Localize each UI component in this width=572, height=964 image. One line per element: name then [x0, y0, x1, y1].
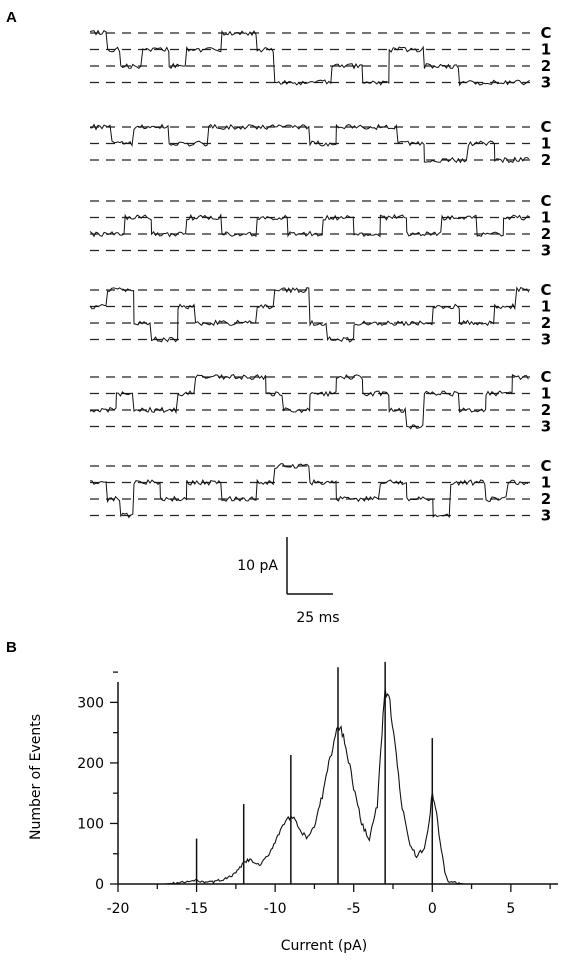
level-label-3: 3	[541, 507, 551, 525]
panel-label-a: A	[6, 9, 17, 26]
level-label-1: 1	[541, 41, 551, 59]
trace-line	[89, 29, 530, 87]
x-axis-label: Current (pA)	[281, 938, 367, 954]
scale-bar: 10 pA 25 ms	[237, 537, 340, 626]
panel-b-histogram: 0 100 200 300 -20 -15 -10 -5 0 5	[77, 661, 558, 917]
level-label-1: 1	[541, 474, 551, 492]
x-tick-label: 0	[428, 901, 437, 917]
level-label-c: C	[540, 368, 551, 386]
level-label-2: 2	[541, 314, 551, 332]
y-axis-label: Number of Events	[28, 714, 44, 840]
y-tick-label: 200	[77, 756, 104, 772]
trace-line	[89, 123, 530, 164]
level-label-2: 2	[541, 401, 551, 419]
level-label-1: 1	[541, 298, 551, 316]
y-tick-label: 100	[77, 816, 104, 832]
level-label-2: 2	[541, 490, 551, 508]
trace-line	[89, 286, 530, 343]
scale-label-current: 10 pA	[237, 558, 278, 574]
level-label-1: 1	[541, 209, 551, 227]
level-label-c: C	[540, 192, 551, 210]
level-label-c: C	[540, 24, 551, 42]
trace-line	[89, 213, 530, 238]
level-label-2: 2	[541, 57, 551, 75]
y-tick-label: 0	[95, 877, 104, 893]
level-label-2: 2	[541, 225, 551, 243]
level-label-3: 3	[541, 242, 551, 260]
level-label-c: C	[540, 118, 551, 136]
level-label-2: 2	[541, 151, 551, 169]
level-label-3: 3	[541, 418, 551, 436]
x-tick-label: -15	[185, 901, 208, 917]
level-label-3: 3	[541, 74, 551, 92]
x-tick-label: 5	[506, 901, 515, 917]
trace-line	[89, 463, 529, 519]
level-label-1: 1	[541, 385, 551, 403]
x-tick-label: -5	[347, 901, 361, 917]
histogram-line	[118, 688, 558, 885]
level-label-c: C	[540, 281, 551, 299]
level-label-3: 3	[541, 331, 551, 349]
x-tick-label: -20	[107, 901, 130, 917]
y-tick-label: 300	[77, 695, 104, 711]
level-label-c: C	[540, 457, 551, 475]
trace-block-2: C12	[89, 118, 552, 169]
scale-label-time: 25 ms	[296, 610, 339, 626]
trace-line	[89, 373, 529, 430]
panel-label-b: B	[6, 639, 17, 656]
x-tick-label: -10	[264, 901, 287, 917]
level-label-1: 1	[541, 135, 551, 153]
